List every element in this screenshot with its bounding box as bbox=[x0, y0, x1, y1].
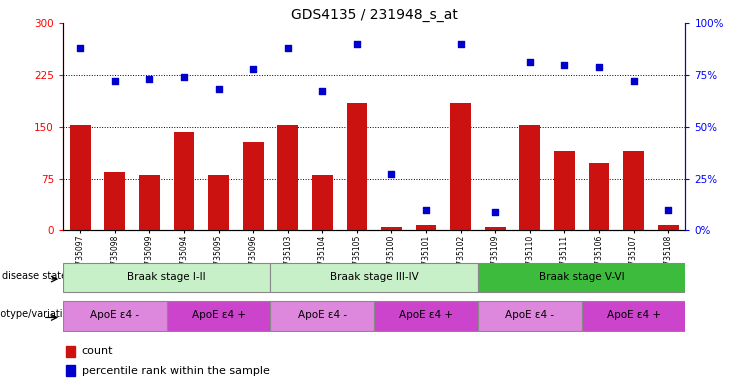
Point bbox=[455, 41, 467, 47]
Point bbox=[74, 45, 86, 51]
Text: ApoE ε4 -: ApoE ε4 - bbox=[505, 310, 554, 320]
Bar bbox=[554, 151, 575, 230]
Title: GDS4135 / 231948_s_at: GDS4135 / 231948_s_at bbox=[290, 8, 458, 22]
Bar bbox=[519, 125, 540, 230]
Bar bbox=[588, 163, 609, 230]
Bar bbox=[66, 346, 76, 357]
Bar bbox=[478, 263, 685, 292]
Bar bbox=[277, 125, 298, 230]
Bar bbox=[63, 301, 167, 331]
Point bbox=[109, 78, 121, 84]
Bar bbox=[63, 263, 270, 292]
Point bbox=[351, 41, 363, 47]
Point bbox=[213, 86, 225, 93]
Point bbox=[144, 76, 156, 82]
Bar bbox=[139, 175, 160, 230]
Text: count: count bbox=[82, 346, 113, 356]
Text: ApoE ε4 -: ApoE ε4 - bbox=[90, 310, 139, 320]
Point bbox=[489, 209, 501, 215]
Text: Braak stage I-II: Braak stage I-II bbox=[127, 272, 206, 282]
Point bbox=[316, 88, 328, 94]
Point bbox=[524, 60, 536, 66]
Bar bbox=[485, 227, 505, 230]
Text: ApoE ε4 +: ApoE ε4 + bbox=[192, 310, 245, 320]
Point bbox=[420, 207, 432, 213]
Bar bbox=[582, 301, 685, 331]
Bar bbox=[381, 227, 402, 230]
Bar bbox=[312, 175, 333, 230]
Bar bbox=[416, 225, 436, 230]
Bar bbox=[243, 142, 264, 230]
Bar bbox=[347, 103, 368, 230]
Bar bbox=[658, 225, 679, 230]
Text: Braak stage III-IV: Braak stage III-IV bbox=[330, 272, 419, 282]
Point bbox=[628, 78, 639, 84]
Text: ApoE ε4 +: ApoE ε4 + bbox=[607, 310, 660, 320]
Point bbox=[178, 74, 190, 80]
Text: Braak stage V-VI: Braak stage V-VI bbox=[539, 272, 625, 282]
Point bbox=[247, 66, 259, 72]
Bar bbox=[104, 172, 125, 230]
Bar bbox=[270, 301, 374, 331]
Bar bbox=[478, 301, 582, 331]
Bar bbox=[70, 125, 90, 230]
Bar bbox=[66, 365, 76, 376]
Text: disease state: disease state bbox=[2, 271, 67, 281]
Point bbox=[559, 61, 571, 68]
Point bbox=[282, 45, 293, 51]
Bar bbox=[451, 103, 471, 230]
Text: ApoE ε4 +: ApoE ε4 + bbox=[399, 310, 453, 320]
Point bbox=[662, 207, 674, 213]
Point bbox=[593, 63, 605, 70]
Text: percentile rank within the sample: percentile rank within the sample bbox=[82, 366, 270, 376]
Bar bbox=[270, 263, 478, 292]
Point bbox=[385, 171, 397, 177]
Bar bbox=[623, 151, 644, 230]
Text: ApoE ε4 -: ApoE ε4 - bbox=[298, 310, 347, 320]
Text: genotype/variation: genotype/variation bbox=[0, 309, 75, 319]
Bar bbox=[167, 301, 270, 331]
Bar bbox=[374, 301, 478, 331]
Bar bbox=[208, 175, 229, 230]
Bar bbox=[173, 132, 194, 230]
